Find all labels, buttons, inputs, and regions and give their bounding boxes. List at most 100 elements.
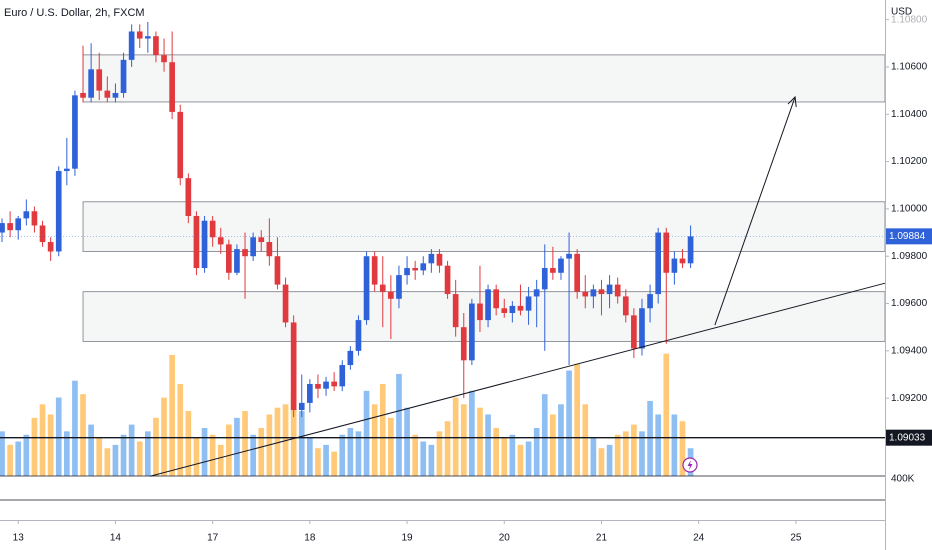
candle-body <box>671 258 678 273</box>
volume-bar <box>509 434 516 476</box>
candle-body <box>622 296 629 316</box>
candle-body <box>525 296 532 311</box>
candle-body <box>444 265 451 295</box>
volume-bar <box>63 431 70 476</box>
candle-body <box>242 249 248 257</box>
volume-bar <box>388 417 394 476</box>
y-tick-label: 1.09600 <box>891 298 928 309</box>
volume-bar <box>655 414 662 476</box>
candle-body <box>104 90 111 98</box>
volume-bar <box>590 438 597 476</box>
volume-bar <box>679 421 686 476</box>
candle-body <box>363 256 370 321</box>
candle-body <box>331 381 337 387</box>
volume-bar <box>112 444 119 476</box>
candle-body <box>687 236 694 264</box>
x-tick-label: 20 <box>499 533 511 544</box>
volume-bar <box>23 434 30 476</box>
x-tick-label: 18 <box>304 533 316 544</box>
candle-body <box>282 284 289 323</box>
volume-bar <box>323 444 329 476</box>
volume-bar <box>647 400 653 476</box>
candle-body <box>120 59 127 93</box>
y-tick-label: 1.09200 <box>891 393 928 404</box>
candle-body <box>31 211 38 226</box>
candle-body <box>428 253 435 264</box>
alert-bolt[interactable] <box>687 460 693 470</box>
candle-body <box>96 69 103 91</box>
volume-bar <box>639 431 645 476</box>
volume-bar <box>460 404 467 476</box>
candle-body <box>655 232 662 295</box>
trendline <box>149 282 886 477</box>
candle-body <box>485 289 491 321</box>
candle-body <box>493 289 500 309</box>
candle-body <box>639 308 645 349</box>
volume-bar <box>631 424 637 476</box>
candle-body <box>590 289 597 297</box>
candle-body <box>136 31 143 39</box>
candle-body <box>355 320 362 351</box>
candle-body <box>193 215 200 269</box>
volume-bar <box>145 431 151 476</box>
volume-bar <box>396 373 402 476</box>
candle-body <box>606 284 613 295</box>
y-tick-label: 1.09800 <box>891 251 928 262</box>
volume-bar <box>452 397 459 476</box>
volume-bar <box>574 363 581 476</box>
candle-body <box>7 223 13 231</box>
zone <box>82 54 886 103</box>
candle-body <box>598 289 605 295</box>
candle-body <box>153 36 159 56</box>
volume-bar <box>420 441 427 476</box>
volume-bar <box>331 451 337 476</box>
volume-bar <box>663 353 670 476</box>
volume-bar <box>493 427 500 476</box>
volume-bar <box>339 434 346 476</box>
candle-body <box>0 223 5 233</box>
y-tick-label: 1.10000 <box>891 204 928 215</box>
volume-bar <box>533 427 540 476</box>
volume-bar <box>128 424 135 476</box>
x-tick-label: 25 <box>790 533 802 544</box>
candle-body <box>533 289 540 297</box>
candle-body <box>509 305 516 313</box>
candle-body <box>63 168 70 172</box>
candle-body <box>477 303 483 321</box>
volume-bar <box>371 404 378 476</box>
candle-body <box>15 218 22 231</box>
candle-body <box>460 327 467 361</box>
candle-body <box>201 220 208 269</box>
volume-bar <box>558 404 564 476</box>
candle-body <box>177 111 184 179</box>
last-price-label: 1.09884 <box>889 231 926 242</box>
volume-bar <box>428 444 435 476</box>
volume-bar <box>315 448 321 476</box>
candle-body <box>72 95 78 169</box>
plot-area <box>0 22 886 477</box>
candle-body <box>517 305 524 311</box>
hline-box <box>886 429 932 446</box>
candle-body <box>258 237 265 243</box>
volume-bar <box>136 441 143 476</box>
volume-bar <box>234 417 240 476</box>
candle-body <box>663 232 670 273</box>
volume-bar <box>566 370 572 476</box>
volume-bar <box>153 417 159 476</box>
candle-body <box>550 268 556 273</box>
volume-bar <box>582 404 589 476</box>
volume-bar <box>444 421 451 476</box>
alert-icon[interactable] <box>682 457 698 473</box>
candle-body <box>217 237 224 245</box>
volume-bar <box>193 438 200 476</box>
currency-label: USD <box>891 7 912 18</box>
volume-bar <box>185 411 192 476</box>
volume-tick-label: 400K <box>891 473 915 484</box>
y-tick-label: 1.10200 <box>891 156 928 167</box>
candle-body <box>379 284 386 292</box>
volume-bar <box>177 384 184 476</box>
candle-body <box>647 294 653 309</box>
candle-body <box>145 36 151 39</box>
volume-bar <box>363 390 370 476</box>
